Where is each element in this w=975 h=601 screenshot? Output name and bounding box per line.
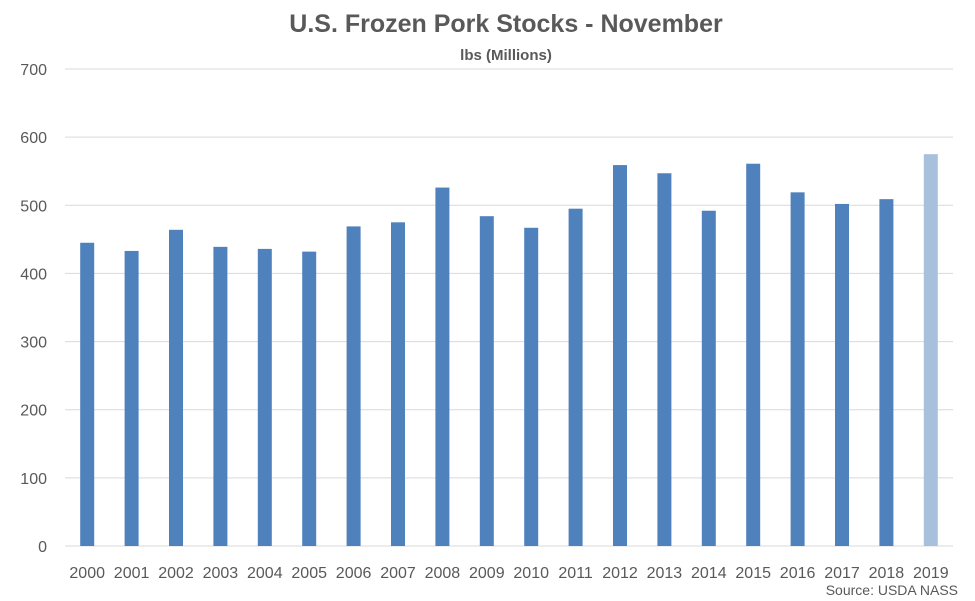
y-tick-label: 500 [20, 198, 47, 215]
bar-2013 [657, 173, 672, 546]
x-tick-label: 2019 [913, 565, 949, 582]
y-tick-label: 700 [20, 62, 47, 79]
chart-title: U.S. Frozen Pork Stocks - November [289, 10, 723, 38]
x-tick-label: 2000 [69, 565, 105, 582]
bar-2005 [302, 251, 317, 546]
y-axis-ticks: 0 100 200 300 400 500 600 700 [20, 62, 47, 556]
x-tick-label: 2010 [513, 565, 549, 582]
x-tick-label: 2006 [336, 565, 372, 582]
y-tick-label: 400 [20, 266, 47, 283]
bar-2003 [213, 246, 228, 547]
bar-2000 [80, 242, 95, 546]
x-tick-label: 2004 [247, 565, 283, 582]
bar-2012 [613, 165, 627, 546]
x-tick-label: 2017 [824, 565, 860, 582]
x-tick-label: 2014 [691, 565, 727, 582]
x-tick-label: 2007 [380, 565, 416, 582]
bar-2009 [479, 216, 494, 546]
bar-2010 [524, 227, 539, 546]
x-tick-label: 2005 [291, 565, 327, 582]
y-tick-label: 600 [20, 130, 47, 147]
bar-2014 [701, 210, 716, 547]
y-tick-label: 100 [20, 471, 47, 488]
bar-2002 [169, 229, 183, 546]
x-tick-label: 2002 [158, 565, 194, 582]
x-tick-label: 2008 [425, 565, 461, 582]
y-tick-label: 300 [20, 335, 47, 352]
bar-2019 [923, 154, 938, 546]
bar-2008 [435, 187, 450, 546]
x-axis-ticks: 2000 2001 2002 2003 2004 2005 2006 2007 2008 2009… [69, 565, 948, 582]
x-tick-label: 2001 [114, 565, 150, 582]
y-tick-label: 200 [20, 403, 47, 420]
bar-2016 [790, 192, 805, 547]
bar-2006 [346, 226, 361, 546]
y-gridlines [65, 68, 953, 547]
bar-2004 [257, 248, 272, 546]
x-tick-label: 2015 [735, 565, 771, 582]
x-tick-label: 2009 [469, 565, 505, 582]
x-tick-label: 2003 [203, 565, 239, 582]
bar-2001 [124, 250, 139, 547]
bar-2018 [879, 199, 894, 546]
source-note: Source: USDA NASS [826, 582, 958, 598]
bar-2007 [391, 222, 405, 547]
chart-subtitle: lbs (Millions) [460, 47, 552, 64]
y-tick-label: 0 [38, 539, 47, 556]
bars [80, 154, 938, 547]
bar-2011 [568, 208, 583, 546]
x-tick-label: 2012 [602, 565, 638, 582]
bar-2017 [835, 203, 849, 546]
bar-2015 [746, 163, 761, 546]
x-tick-label: 2018 [869, 565, 905, 582]
x-tick-label: 2016 [780, 565, 816, 582]
x-tick-label: 2011 [558, 565, 593, 582]
x-tick-label: 2013 [647, 565, 683, 582]
